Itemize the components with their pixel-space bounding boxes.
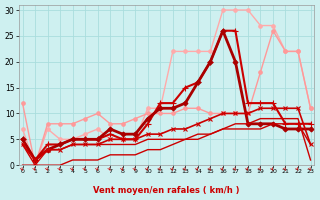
- X-axis label: Vent moyen/en rafales ( km/h ): Vent moyen/en rafales ( km/h ): [93, 186, 240, 195]
